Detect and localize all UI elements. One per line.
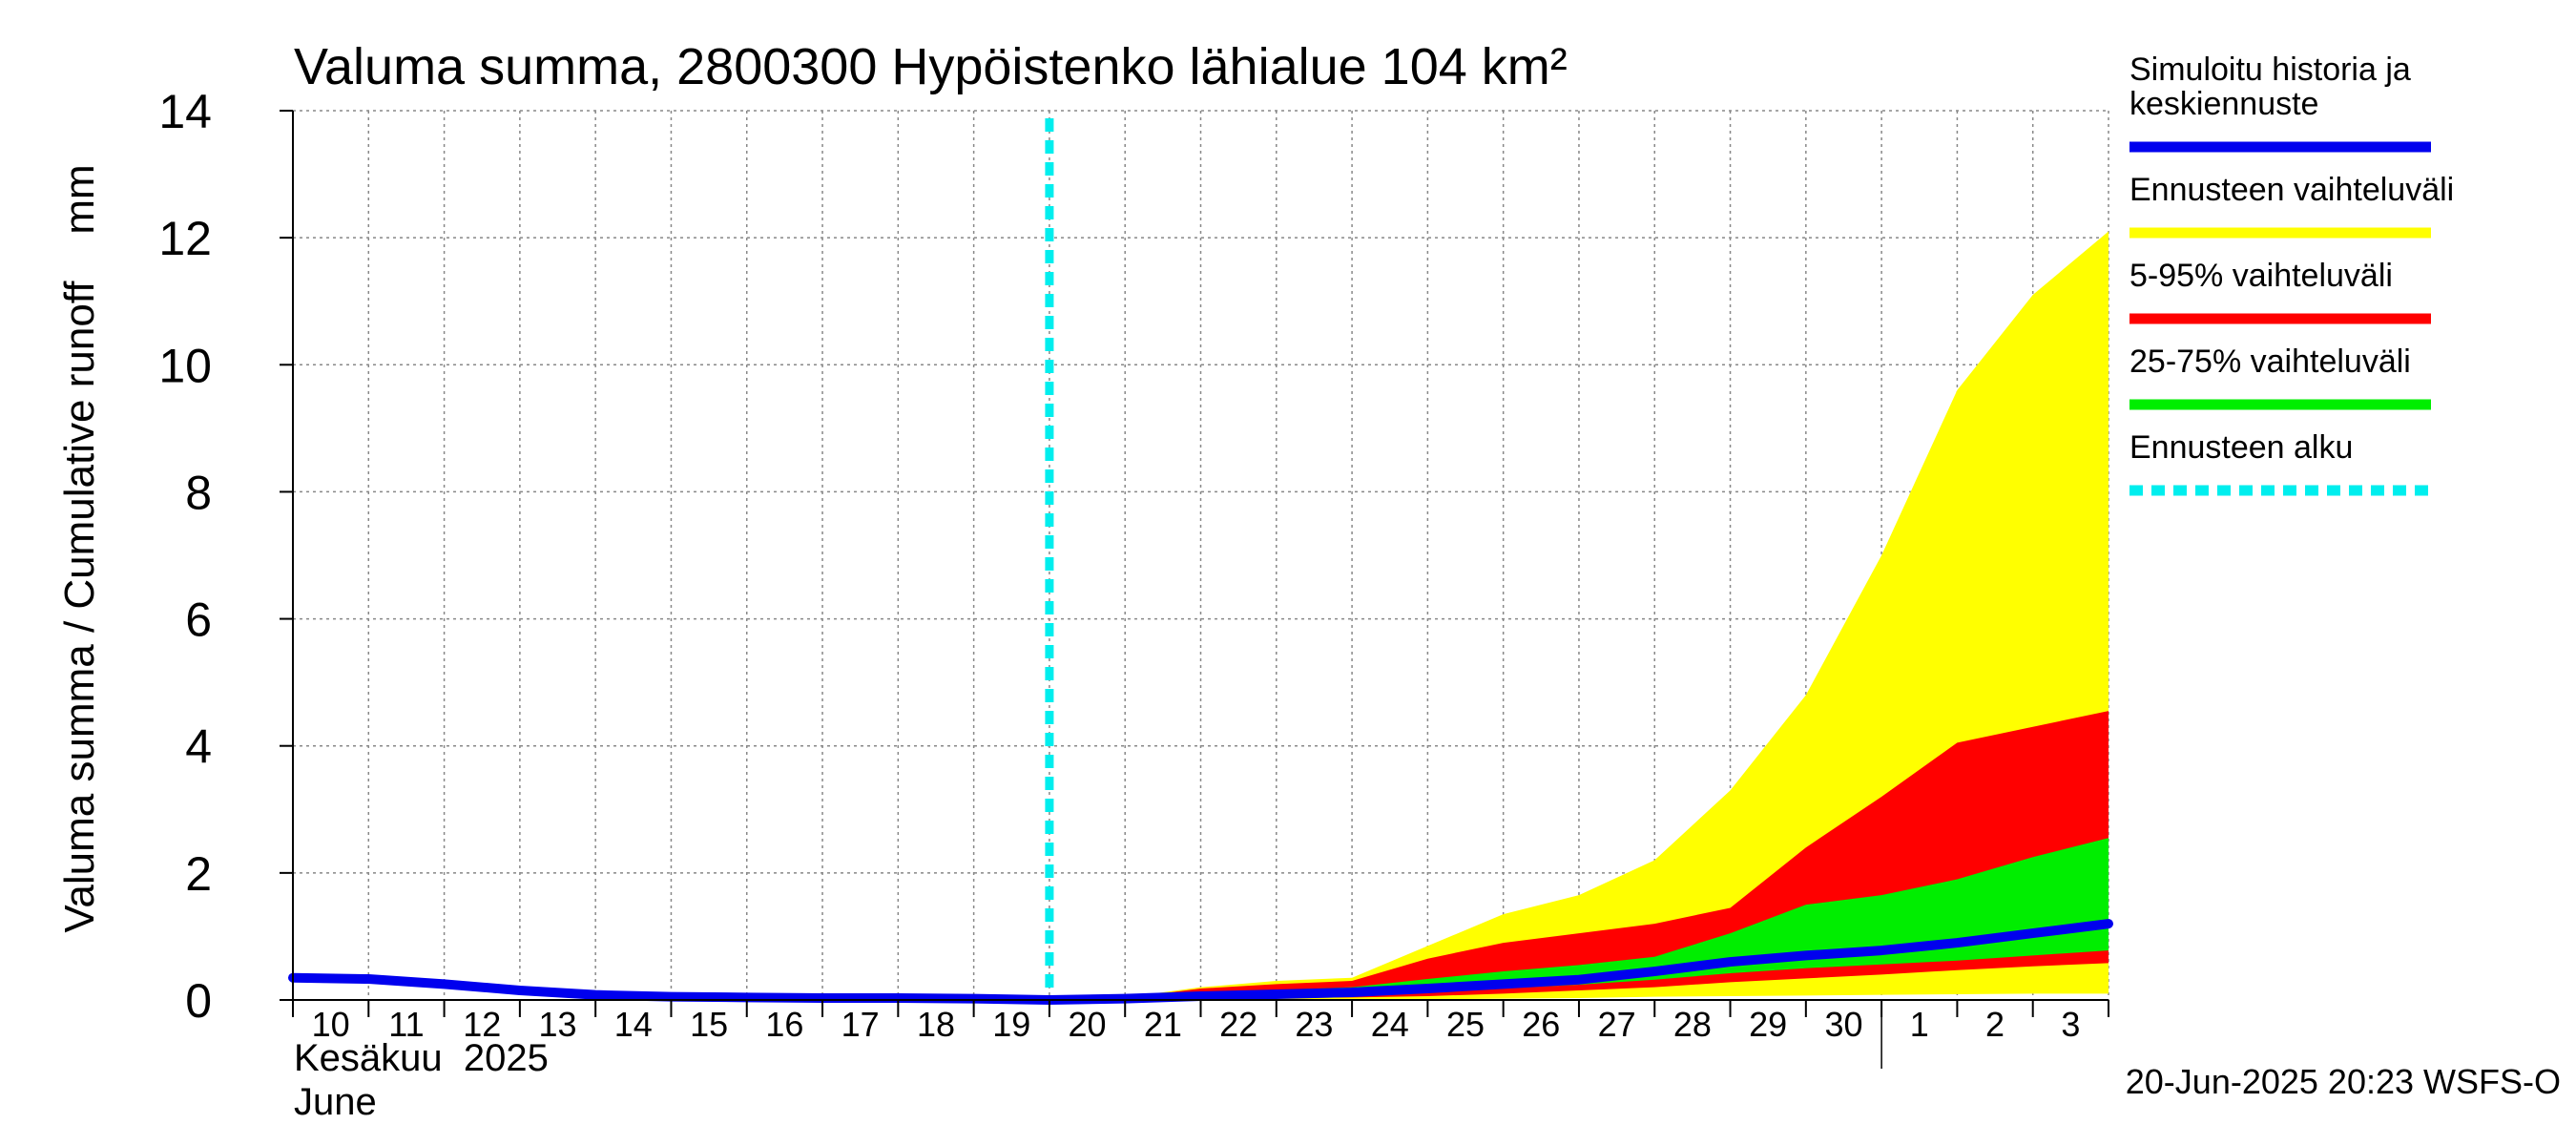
x-tick-label: 2 <box>1985 1005 2005 1044</box>
x-tick-label: 14 <box>614 1005 653 1044</box>
x-tick-label: 12 <box>463 1005 501 1044</box>
x-tick-label: 23 <box>1295 1005 1333 1044</box>
band-ennusteen-vaihteluv-li <box>1049 231 2109 1000</box>
chart-title: Valuma summa, 2800300 Hypöistenko lähial… <box>294 38 1568 95</box>
legend-label: Ennusteen alku <box>2129 429 2353 466</box>
x-tick-label: 24 <box>1371 1005 1409 1044</box>
x-tick-label: 19 <box>992 1005 1030 1044</box>
month-label-en: June <box>294 1081 377 1123</box>
y-tick-label: 8 <box>185 466 212 519</box>
x-tick-label: 29 <box>1749 1005 1787 1044</box>
x-tick-label: 26 <box>1522 1005 1560 1044</box>
median-line <box>288 919 2113 1005</box>
legend-label: 5-95% vaihteluväli <box>2129 258 2393 294</box>
x-tick-label: 28 <box>1673 1005 1712 1044</box>
y-tick-label: 0 <box>185 974 212 1028</box>
x-tick-label: 11 <box>388 1005 424 1044</box>
x-tick-label: 20 <box>1069 1005 1107 1044</box>
x-tick-label: 3 <box>2061 1005 2080 1044</box>
x-tick-label: 15 <box>690 1005 728 1044</box>
y-axis-label: Valuma summa / Cumulative runoff mm <box>56 164 103 932</box>
month-label-fi: Kesäkuu 2025 <box>294 1037 549 1079</box>
x-tick-label: 21 <box>1144 1005 1182 1044</box>
grid <box>293 110 2109 1001</box>
y-tick-label: 10 <box>158 339 212 392</box>
x-tick-label: 10 <box>312 1005 350 1044</box>
x-tick-label: 27 <box>1598 1005 1636 1044</box>
legend-label: 25-75% vaihteluväli <box>2129 344 2411 380</box>
timestamp-footer: 20-Jun-2025 20:23 WSFS-O <box>2126 1062 2561 1101</box>
y-tick-label: 4 <box>185 720 212 774</box>
x-tick-label: 13 <box>538 1005 576 1044</box>
y-tick-label: 14 <box>158 85 212 138</box>
x-tick-label: 16 <box>765 1005 803 1044</box>
plot-area <box>288 110 2113 1005</box>
y-tick-label: 2 <box>185 847 212 901</box>
x-tick-label: 17 <box>841 1005 880 1044</box>
legend-label: Simuloitu historia ja <box>2129 52 2411 88</box>
band-25-75-vaihteluv-li <box>1049 838 2109 1000</box>
x-tick-label: 30 <box>1824 1005 1862 1044</box>
x-tick-label: 22 <box>1219 1005 1257 1044</box>
legend-label: keskiennuste <box>2129 86 2318 122</box>
y-tick-label: 12 <box>158 212 212 265</box>
y-tick-label: 6 <box>185 593 212 647</box>
x-tick-label: 1 <box>1910 1005 1929 1044</box>
x-tick-label: 18 <box>917 1005 955 1044</box>
legend-label: Ennusteen vaihteluväli <box>2129 172 2454 208</box>
x-tick-label: 25 <box>1446 1005 1485 1044</box>
